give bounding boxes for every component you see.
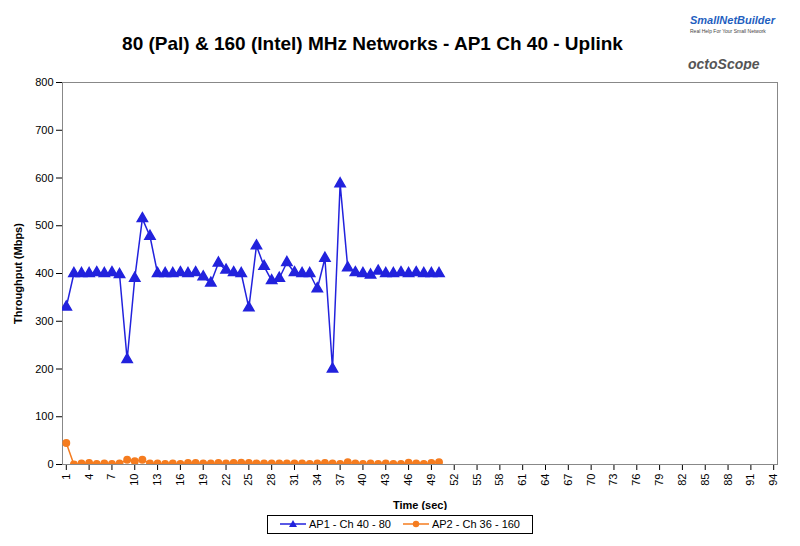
svg-text:4: 4 xyxy=(83,474,95,480)
svg-text:91: 91 xyxy=(744,474,756,486)
html-text:Real Help For Your Small Netwo: Real Help For Your Small Network xyxy=(690,28,766,34)
html-text:octoScope: octoScope xyxy=(688,56,760,72)
svg-text:28: 28 xyxy=(265,474,277,486)
svg-text:34: 34 xyxy=(311,474,323,486)
html-text:AP2 - Ch 36 - 160: AP2 - Ch 36 - 160 xyxy=(431,518,520,530)
html-text:SmallNetBuilder: SmallNetBuilder xyxy=(690,14,775,26)
svg-text:40: 40 xyxy=(356,474,368,486)
svg-text:94: 94 xyxy=(767,474,779,486)
svg-text:64: 64 xyxy=(539,474,551,486)
svg-text:0: 0 xyxy=(47,458,53,470)
svg-text:600: 600 xyxy=(35,172,53,184)
svg-text:82: 82 xyxy=(676,474,688,486)
svg-text:70: 70 xyxy=(585,474,597,486)
html-text:80 (Pal) & 160 (Intel) MHz Net: 80 (Pal) & 160 (Intel) MHz Networks - AP… xyxy=(122,33,623,54)
svg-text:52: 52 xyxy=(448,474,460,486)
svg-text:43: 43 xyxy=(379,474,391,486)
svg-text:19: 19 xyxy=(197,474,209,486)
svg-text:25: 25 xyxy=(242,474,254,486)
svg-text:7: 7 xyxy=(105,474,117,480)
html-text:AP1 - Ch 40 - 80: AP1 - Ch 40 - 80 xyxy=(309,518,391,530)
svg-text:10: 10 xyxy=(128,474,140,486)
svg-text:58: 58 xyxy=(493,474,505,486)
svg-text:22: 22 xyxy=(220,474,232,486)
svg-text:76: 76 xyxy=(630,474,642,486)
svg-text:46: 46 xyxy=(402,474,414,486)
svg-text:37: 37 xyxy=(334,474,346,486)
svg-text:500: 500 xyxy=(35,219,53,231)
svg-text:16: 16 xyxy=(174,474,186,486)
svg-text:Time (sec): Time (sec) xyxy=(393,499,448,511)
svg-text:88: 88 xyxy=(722,474,734,486)
svg-text:200: 200 xyxy=(35,363,53,375)
svg-text:300: 300 xyxy=(35,315,53,327)
svg-text:700: 700 xyxy=(35,124,53,136)
svg-text:61: 61 xyxy=(516,474,528,486)
svg-text:79: 79 xyxy=(653,474,665,486)
svg-text:67: 67 xyxy=(562,474,574,486)
svg-text:800: 800 xyxy=(35,76,53,88)
svg-text:1: 1 xyxy=(60,474,72,480)
svg-text:400: 400 xyxy=(35,267,53,279)
svg-text:31: 31 xyxy=(288,474,300,486)
svg-text:13: 13 xyxy=(151,474,163,486)
svg-text:73: 73 xyxy=(607,474,619,486)
svg-text:100: 100 xyxy=(35,410,53,422)
svg-text:Throughput (Mbps): Throughput (Mbps) xyxy=(12,223,24,324)
svg-text:85: 85 xyxy=(699,474,711,486)
svg-text:55: 55 xyxy=(471,474,483,486)
svg-text:49: 49 xyxy=(425,474,437,486)
